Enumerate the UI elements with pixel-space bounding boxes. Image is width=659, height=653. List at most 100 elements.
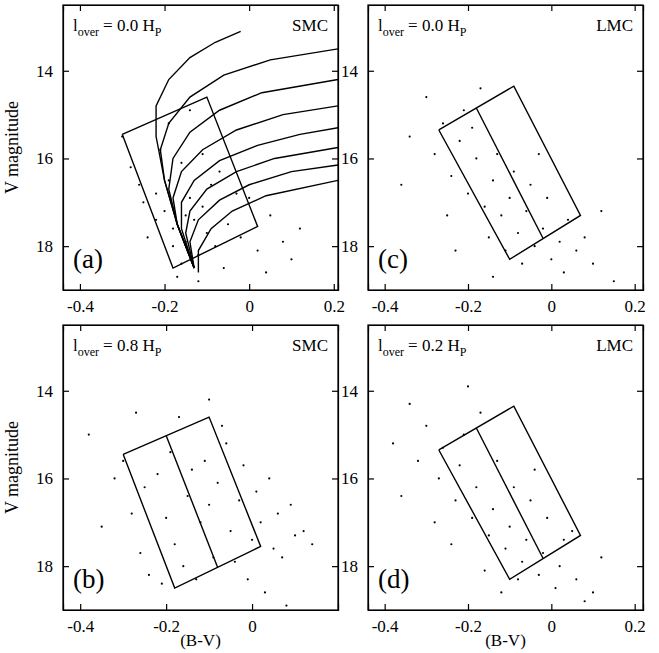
label-part: = 0.0 H <box>103 16 155 35</box>
tick-mark <box>80 284 81 290</box>
axis <box>332 326 339 611</box>
tick: 18 <box>36 557 69 576</box>
tick-label: 16 <box>341 469 358 488</box>
star-point <box>525 210 527 212</box>
star-point <box>113 477 115 479</box>
subscript: P <box>460 345 467 359</box>
star-point <box>265 271 267 273</box>
tick-mark <box>635 5 636 11</box>
star-point <box>208 504 210 506</box>
tick-label: -0.4 <box>372 617 399 636</box>
line <box>169 80 338 269</box>
star-point <box>538 574 540 576</box>
star-point <box>169 451 171 453</box>
tick <box>637 478 643 479</box>
tick <box>252 325 253 331</box>
tick <box>332 71 338 72</box>
star-point <box>479 412 481 414</box>
tick-label: -0.4 <box>67 617 94 636</box>
tick-label: 0.2 <box>324 297 345 316</box>
tick-label: 16 <box>36 469 53 488</box>
axis-line <box>369 604 644 611</box>
axis: 141618 <box>341 326 374 611</box>
star-point <box>182 565 184 567</box>
star-point <box>225 442 227 444</box>
star-point <box>446 214 448 216</box>
star-point <box>294 534 296 536</box>
star-point <box>525 539 527 541</box>
tick <box>637 246 643 247</box>
star-point <box>135 412 137 414</box>
star-point <box>513 171 515 173</box>
tick-mark <box>164 5 165 11</box>
line <box>476 108 543 238</box>
star-point <box>517 232 519 234</box>
star-point <box>282 241 284 243</box>
plot-frame <box>63 325 338 610</box>
tick <box>332 478 338 479</box>
star-point <box>592 591 594 593</box>
star-point <box>392 442 394 444</box>
axis-line <box>64 604 339 611</box>
line <box>476 428 543 558</box>
tick <box>80 325 81 331</box>
axis-line <box>369 284 644 291</box>
axis <box>332 6 339 291</box>
tick-mark <box>635 325 636 331</box>
tick-label: 0 <box>548 617 557 636</box>
model-label: lover= 0.0 HP <box>378 16 467 39</box>
star-point <box>496 460 498 462</box>
tick <box>637 158 643 159</box>
star-point <box>277 512 279 514</box>
star-point <box>218 171 220 173</box>
star-point <box>238 499 240 501</box>
tick-label: 14 <box>341 62 359 81</box>
tick: 0.2 <box>625 604 646 636</box>
star-point <box>517 578 519 580</box>
star-point <box>409 135 411 137</box>
tick: 0 <box>548 284 557 316</box>
tick-mark <box>368 478 374 479</box>
star-point <box>479 87 481 89</box>
subscript: over <box>78 345 99 359</box>
tick-mark <box>63 158 69 159</box>
star-point <box>174 543 176 545</box>
tick: 14 <box>341 382 374 401</box>
star-point <box>450 543 452 545</box>
tick-label: 16 <box>341 149 358 168</box>
tick-mark <box>551 325 552 331</box>
tick <box>637 71 643 72</box>
tick-mark <box>332 478 338 479</box>
tick-mark <box>385 325 386 331</box>
star-point <box>299 228 301 230</box>
panel: -0.4-0.200.2141618lover= 0.0 HPSMC(a) <box>36 5 345 316</box>
star-point <box>584 600 586 602</box>
star-point <box>529 499 531 501</box>
tick-mark <box>63 566 69 567</box>
star-point <box>575 249 577 251</box>
tick: 0 <box>248 604 257 636</box>
tick-label: 18 <box>36 557 53 576</box>
star-point <box>450 175 452 177</box>
axis <box>64 325 339 331</box>
star-point <box>550 258 552 260</box>
tick-mark <box>332 71 338 72</box>
star-point <box>208 398 210 400</box>
tick: 16 <box>341 149 374 168</box>
tick-mark <box>332 566 338 567</box>
tick <box>468 325 469 331</box>
star-point <box>492 276 494 278</box>
star-point <box>475 157 477 159</box>
axis: -0.4-0.200.2 <box>64 284 345 316</box>
star-point <box>484 569 486 571</box>
star-point <box>400 184 402 186</box>
tick-mark <box>468 5 469 11</box>
panel-label: (c) <box>378 244 408 274</box>
axis: 141618 <box>341 6 374 291</box>
tick-label: -0.2 <box>153 617 180 636</box>
plot-area <box>400 86 615 282</box>
tick <box>551 5 552 11</box>
star-point <box>172 245 174 247</box>
axis-title: (B-V) <box>180 631 221 650</box>
tick-mark <box>252 604 253 610</box>
